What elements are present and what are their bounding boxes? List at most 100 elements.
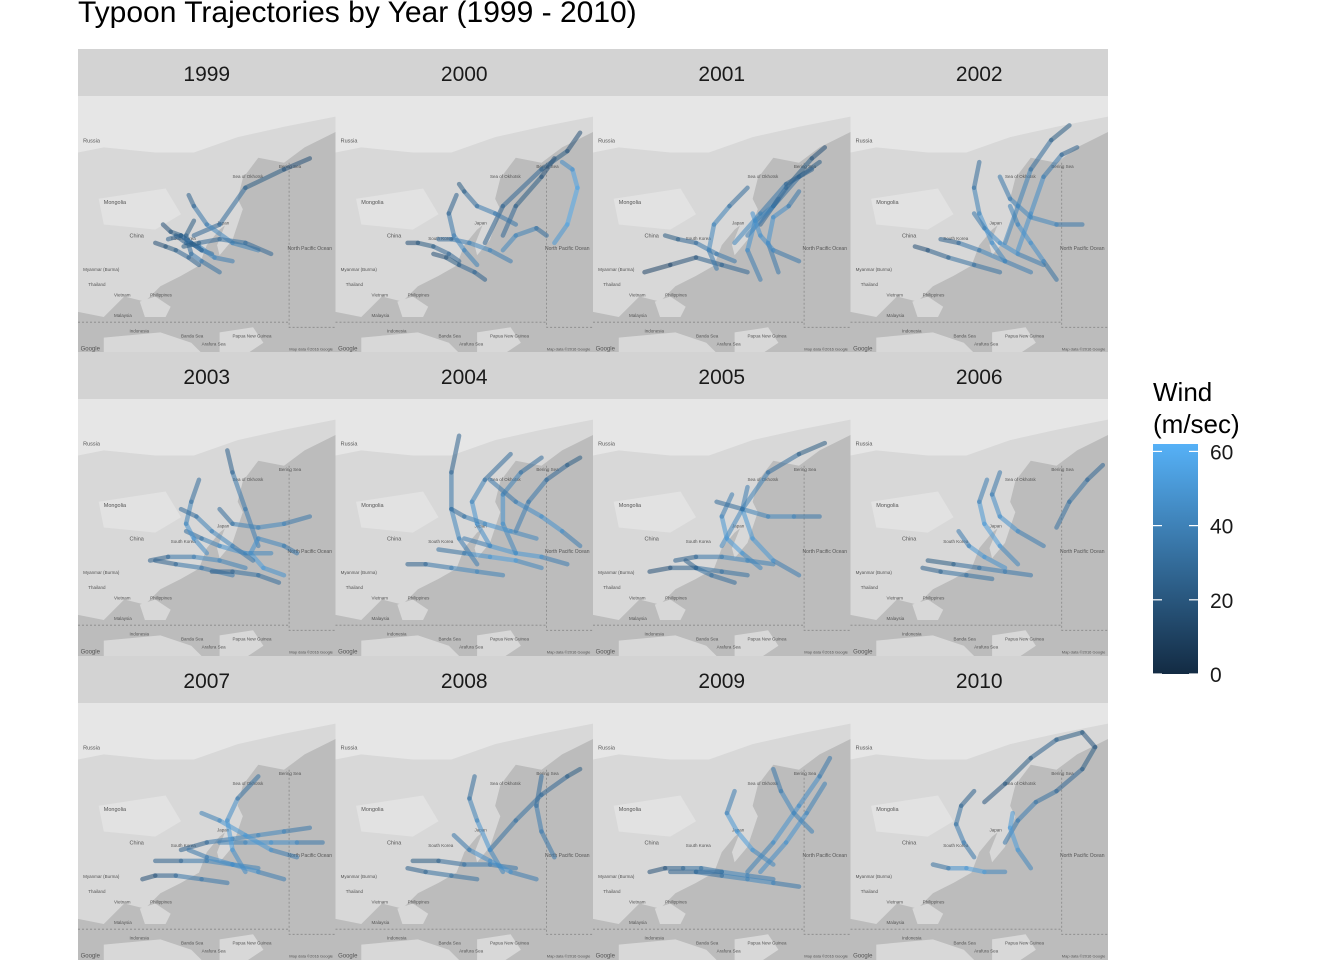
track-segment	[423, 561, 454, 571]
track-segment	[912, 244, 931, 253]
map-land-borneo	[912, 296, 944, 317]
map-land-borneo	[912, 599, 944, 620]
map-label-mongolia: Mongolia	[104, 807, 127, 813]
map-label-north_pacific: North Pacific Ocean	[803, 549, 848, 555]
facet-label: 2004	[441, 366, 488, 389]
track-segment	[474, 521, 493, 549]
track-segment	[961, 840, 977, 860]
track-segment	[513, 499, 531, 534]
map-label-google: Google	[596, 346, 616, 352]
map-label-japan: Japan	[990, 828, 1003, 833]
map-label-north_pacific: North Pacific Ocean	[1060, 853, 1105, 859]
map-label-myanmar: Myanmar (Burma)	[856, 570, 893, 575]
map-label-japan: Japan	[217, 221, 230, 226]
map-land-mongolia	[871, 795, 954, 837]
map-land-indonesia	[876, 635, 975, 656]
track-segment	[230, 543, 256, 563]
track-segment	[565, 766, 583, 779]
map-label-myanmar: Myanmar (Burma)	[83, 267, 120, 272]
track-segment	[1054, 766, 1085, 794]
track-segment	[456, 262, 477, 275]
track-segment	[758, 233, 776, 253]
track-segment	[248, 536, 261, 556]
map-land-new-guinea	[477, 327, 521, 353]
map-land-borneo	[397, 599, 429, 620]
track-segment	[809, 145, 828, 161]
track-segment	[513, 558, 544, 571]
track-segment	[243, 240, 274, 257]
facet-panel-1999: 1999RussiaMongoliaChinaSouth KoreaJapanM…	[78, 49, 336, 353]
track-segment	[186, 847, 210, 860]
track-segment	[953, 821, 967, 845]
map-label-mongolia: Mongolia	[876, 200, 899, 206]
map-label-thailand: Thailand	[346, 889, 364, 894]
track-segment	[1028, 174, 1046, 216]
track-segment	[513, 550, 544, 560]
track-segment	[181, 240, 202, 249]
map-label-south_korea: South Korea	[428, 539, 454, 544]
map-label-attribution: Map data ©2016 Google	[289, 953, 333, 958]
track-segment	[183, 521, 197, 541]
map-label-banda: Banda Sea	[954, 637, 977, 642]
track-segment	[487, 477, 519, 505]
facet-strip	[335, 656, 593, 703]
map-land-mongolia	[98, 491, 181, 533]
map-label-china: China	[645, 840, 660, 846]
track-segment	[668, 255, 699, 268]
map-land-new-guinea	[219, 630, 264, 656]
track-segment	[750, 536, 776, 563]
track-segment	[740, 550, 763, 571]
track-segment	[1028, 214, 1059, 227]
map-label-china: China	[902, 536, 917, 542]
track-segment	[956, 240, 982, 253]
track-segment	[765, 214, 776, 246]
map-label-google: Google	[81, 649, 101, 655]
track-segment	[474, 818, 493, 853]
map-label-indonesia: Indonesia	[645, 328, 665, 333]
track-segment	[647, 565, 673, 574]
map-label-vietnam: Vietnam	[887, 899, 904, 904]
facet-label: 2007	[183, 670, 230, 693]
track-segment	[745, 873, 776, 882]
track-segment	[449, 565, 480, 574]
track-segment	[938, 569, 969, 578]
track-segment	[642, 262, 673, 275]
track-segment	[719, 869, 750, 878]
facet-strip	[593, 49, 851, 96]
map-land-indonesia	[618, 332, 717, 353]
track-segment	[467, 796, 480, 823]
map-label-papua: Papua New Guinea	[490, 941, 530, 946]
map-label-china: China	[130, 840, 145, 846]
facet-strip	[78, 352, 336, 399]
track-segment	[281, 514, 313, 527]
map-label-japan: Japan	[475, 221, 488, 226]
map-label-north_pacific: North Pacific Ocean	[545, 246, 590, 252]
track-segment	[740, 506, 771, 519]
track-segment	[281, 543, 300, 556]
map-label-bering: Bering Sea	[536, 771, 559, 776]
track-segment	[977, 247, 1008, 264]
track-segment	[467, 240, 493, 253]
map-label-malaysia: Malaysia	[887, 313, 905, 318]
map-boundary	[288, 769, 336, 935]
track-segment	[225, 448, 235, 475]
track-segment	[526, 477, 549, 505]
map-land-indonesia	[876, 332, 975, 353]
map-land-siberia	[850, 703, 1108, 760]
map-land-asia	[335, 703, 593, 924]
map-label-russia: Russia	[341, 745, 359, 751]
track-segment	[971, 185, 982, 216]
map-label-russia: Russia	[856, 138, 874, 144]
track-segment	[191, 222, 222, 238]
map-label-japan: Japan	[217, 828, 230, 833]
map-label-malaysia: Malaysia	[887, 920, 905, 925]
track-segment	[552, 222, 570, 246]
track-segment	[675, 236, 699, 246]
track-segment	[183, 218, 197, 238]
map-label-arafura: Arafura Sea	[202, 948, 227, 953]
